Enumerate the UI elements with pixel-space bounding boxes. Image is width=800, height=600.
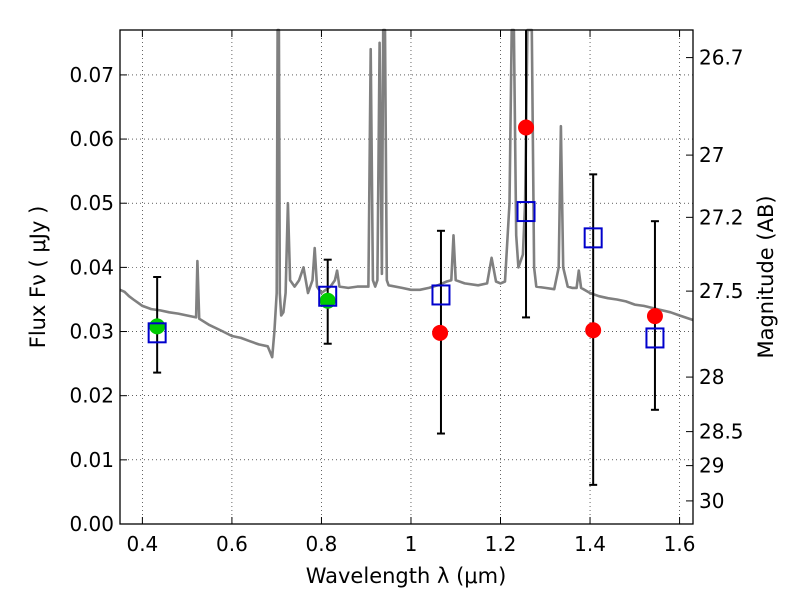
y-tick-label: 0.03: [69, 320, 114, 344]
right-axis-ticks: 26.7 27 27.2 27.5 28 28.5 29 30: [686, 46, 744, 513]
square-marker: [431, 284, 451, 306]
square-marker: [583, 227, 603, 249]
right-tick-label: 28: [699, 365, 724, 389]
y-tick-label: 0.07: [69, 63, 114, 87]
right-tick-label: 27.2: [699, 205, 744, 229]
right-tick-label: 27.5: [699, 279, 744, 303]
x-tick-label: 0.6: [216, 532, 248, 556]
square-marker: [516, 201, 536, 223]
y-tick-label: 0.04: [69, 255, 114, 279]
x-tick-label: 1.6: [664, 532, 696, 556]
right-tick-label: 29: [699, 454, 724, 478]
x-tick-label: 0.4: [126, 532, 158, 556]
y-tick-label: 0.00: [69, 512, 114, 536]
square-marker: [318, 285, 338, 307]
right-tick-label: 30: [699, 489, 724, 513]
plot-area: [120, 30, 693, 524]
x-axis-ticks: 0.4 0.6 0.8 1 1.2 1.4 1.6: [126, 30, 695, 556]
y-tick-label: 0.01: [69, 448, 114, 472]
circle-marker: [518, 119, 535, 136]
circle-marker: [585, 322, 602, 339]
right-tick-label: 28.5: [699, 420, 744, 444]
model-spectrum: [119, 28, 694, 359]
y-tick-label: 0.06: [69, 127, 114, 151]
x-tick-label: 1: [405, 532, 418, 556]
circle-marker: [646, 308, 663, 325]
right-tick-label: 26.7: [699, 46, 744, 70]
y-tick-label: 0.02: [69, 384, 114, 408]
y-tick-label: 0.05: [69, 191, 114, 215]
spectrum-line: [119, 28, 694, 359]
data-markers: [147, 119, 665, 349]
plot-frame: [119, 29, 694, 525]
right-tick-label: 27: [699, 143, 724, 167]
x-axis-label: Wavelength λ (μm): [306, 564, 507, 588]
right-axis-label: Magnitude (AB): [754, 195, 778, 358]
y-axis-ticks: 0.00 0.01 0.02 0.03 0.04 0.05 0.06 0.07: [69, 63, 127, 536]
y-axis-label: Flux Fν ( μJy ): [26, 206, 50, 349]
x-tick-label: 1.4: [574, 532, 606, 556]
x-tick-label: 1.2: [485, 532, 517, 556]
circle-marker: [432, 324, 449, 341]
square-marker: [645, 327, 665, 349]
x-tick-label: 0.8: [306, 532, 338, 556]
square-marker: [147, 322, 167, 344]
circle-marker: [149, 318, 166, 335]
